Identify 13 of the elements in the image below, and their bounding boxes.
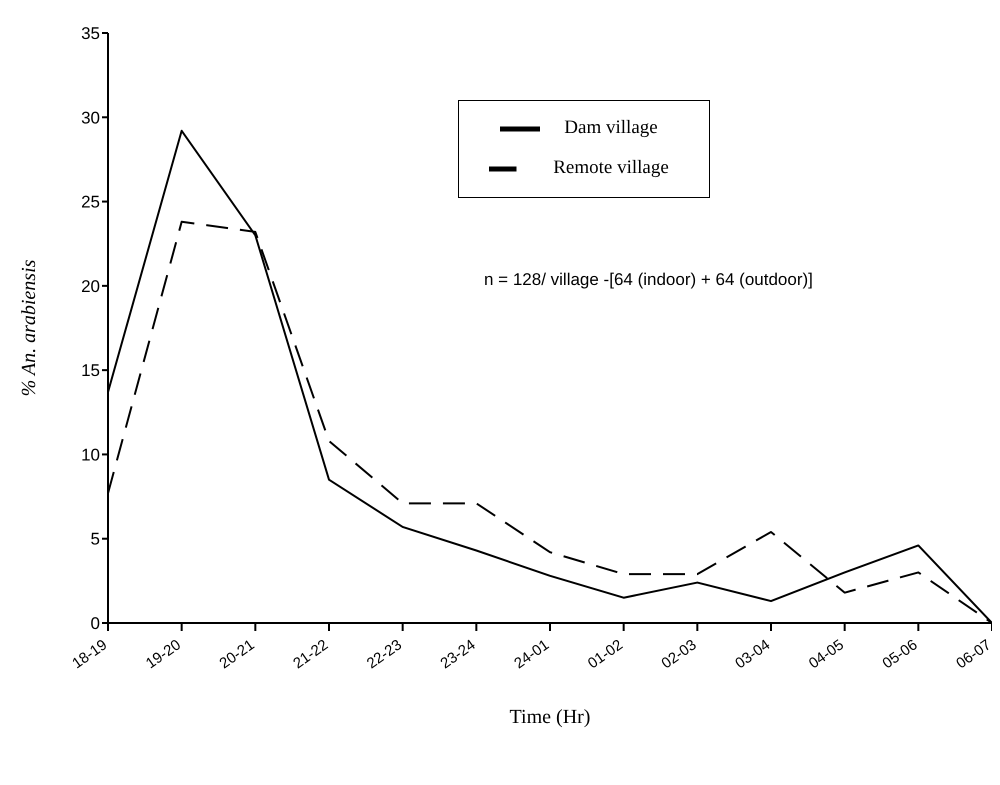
- annotation: n = 128/ village -[64 (indoor) + 64 (outdoor)]: [484, 270, 813, 290]
- y-tick-label: 0: [90, 614, 100, 634]
- y-tick-label: 25: [81, 192, 100, 212]
- x-axis-title: Time (Hr): [510, 706, 590, 728]
- y-tick-label: 30: [81, 108, 100, 128]
- y-tick-label: 10: [81, 445, 100, 464]
- y-axis-title: % An. arabiensis: [18, 259, 40, 396]
- y-tick-label: 35: [81, 24, 100, 44]
- y-tick-label: 5: [90, 530, 100, 549]
- y-tick-label: 20: [81, 276, 100, 296]
- legend-label: Dam village: [564, 117, 658, 138]
- y-tick-label: 15: [81, 361, 100, 380]
- legend-label: Remote village: [553, 157, 669, 178]
